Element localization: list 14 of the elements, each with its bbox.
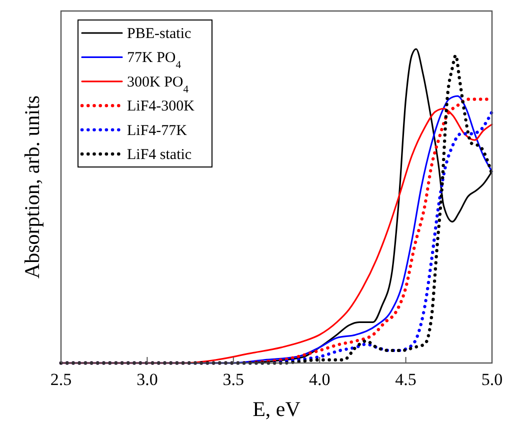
legend-label: 300K PO$_{4}$	[127, 74, 190, 95]
x-tick-label: 4.5	[395, 370, 416, 389]
legend-label: LiF4 static	[127, 147, 192, 163]
x-tick-label: 3.0	[136, 370, 158, 389]
legend-label: PBE-static	[127, 26, 192, 42]
x-tick-label: 4.0	[308, 370, 330, 389]
x-tick-label: 2.5	[50, 370, 72, 389]
x-tick-label: 3.5	[222, 370, 244, 389]
y-axis-title: Absorption, arb. units	[20, 95, 44, 279]
x-axis-title: E, eV	[252, 397, 300, 421]
legend-label: LiF4-300K	[127, 98, 195, 115]
legend-label: LiF4-77K	[127, 122, 188, 139]
x-tick-label: 5.0	[481, 370, 503, 389]
legend-label: 77K PO$_{4}$	[127, 50, 182, 71]
